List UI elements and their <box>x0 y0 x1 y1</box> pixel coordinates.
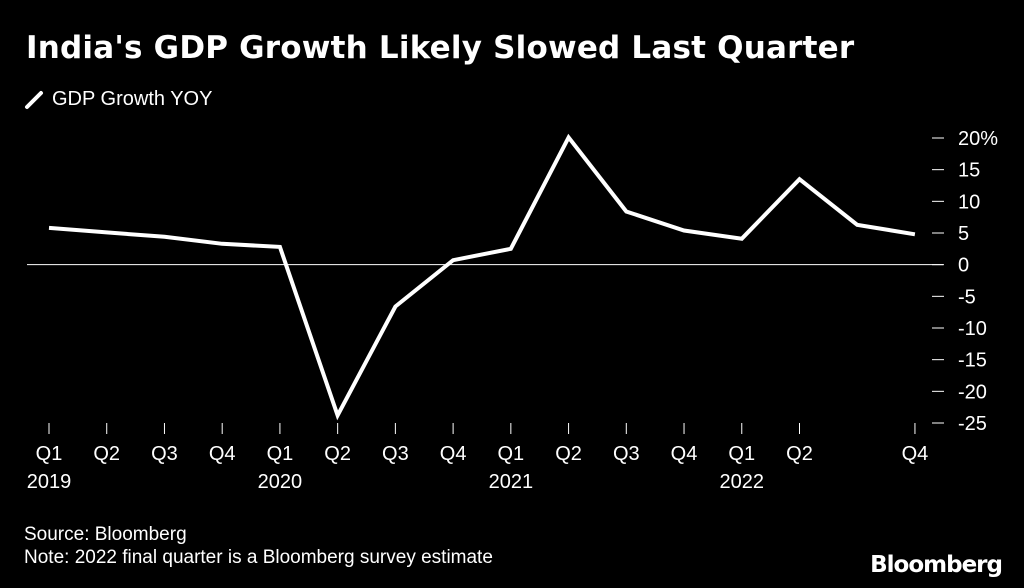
x-tick-label: Q4 <box>209 443 236 465</box>
y-tick-label: -20 <box>958 381 987 403</box>
x-year-label: 2020 <box>258 471 303 493</box>
y-tick-label: -5 <box>958 286 976 308</box>
bloomberg-logo: Bloomberg <box>870 552 1003 578</box>
x-tick-label: Q1 <box>497 443 524 465</box>
x-tick-label: Q2 <box>786 443 813 465</box>
x-tick-label: Q4 <box>902 443 929 465</box>
x-tick-label: Q2 <box>93 443 120 465</box>
chart-title: India's GDP Growth Likely Slowed Last Qu… <box>26 30 855 66</box>
legend-line-icon <box>25 90 43 109</box>
series-line-gdp-growth <box>48 133 916 421</box>
x-year-label: 2019 <box>27 471 72 493</box>
x-tick-label: Q1 <box>728 443 755 465</box>
legend-label: GDP Growth YOY <box>52 88 213 110</box>
x-tick-label: Q1 <box>36 443 63 465</box>
legend: GDP Growth YOY <box>24 88 212 111</box>
y-tick-label: 5 <box>958 223 969 245</box>
x-tick-label: Q4 <box>671 443 698 465</box>
x-tick-label: Q3 <box>151 443 178 465</box>
y-tick-label: 0 <box>958 255 969 277</box>
x-year-label: 2022 <box>720 471 765 493</box>
x-tick-label: Q3 <box>382 443 409 465</box>
x-tick-label: Q3 <box>613 443 640 465</box>
note-text: Note: 2022 final quarter is a Bloomberg … <box>24 547 493 568</box>
y-tick-label: -10 <box>958 318 987 340</box>
x-year-label: 2021 <box>489 471 534 493</box>
y-tick-label: -15 <box>958 350 987 372</box>
y-tick-label: 15 <box>958 160 980 182</box>
x-tick-label: Q4 <box>440 443 467 465</box>
source-text: Source: Bloomberg <box>24 524 187 545</box>
x-tick-label: Q2 <box>555 443 582 465</box>
x-tick-label: Q1 <box>267 443 294 465</box>
y-tick-label: -25 <box>958 413 987 435</box>
x-tick-label: Q2 <box>324 443 351 465</box>
y-tick-label: 10 <box>958 191 980 213</box>
y-tick-label: 20% <box>958 128 998 150</box>
